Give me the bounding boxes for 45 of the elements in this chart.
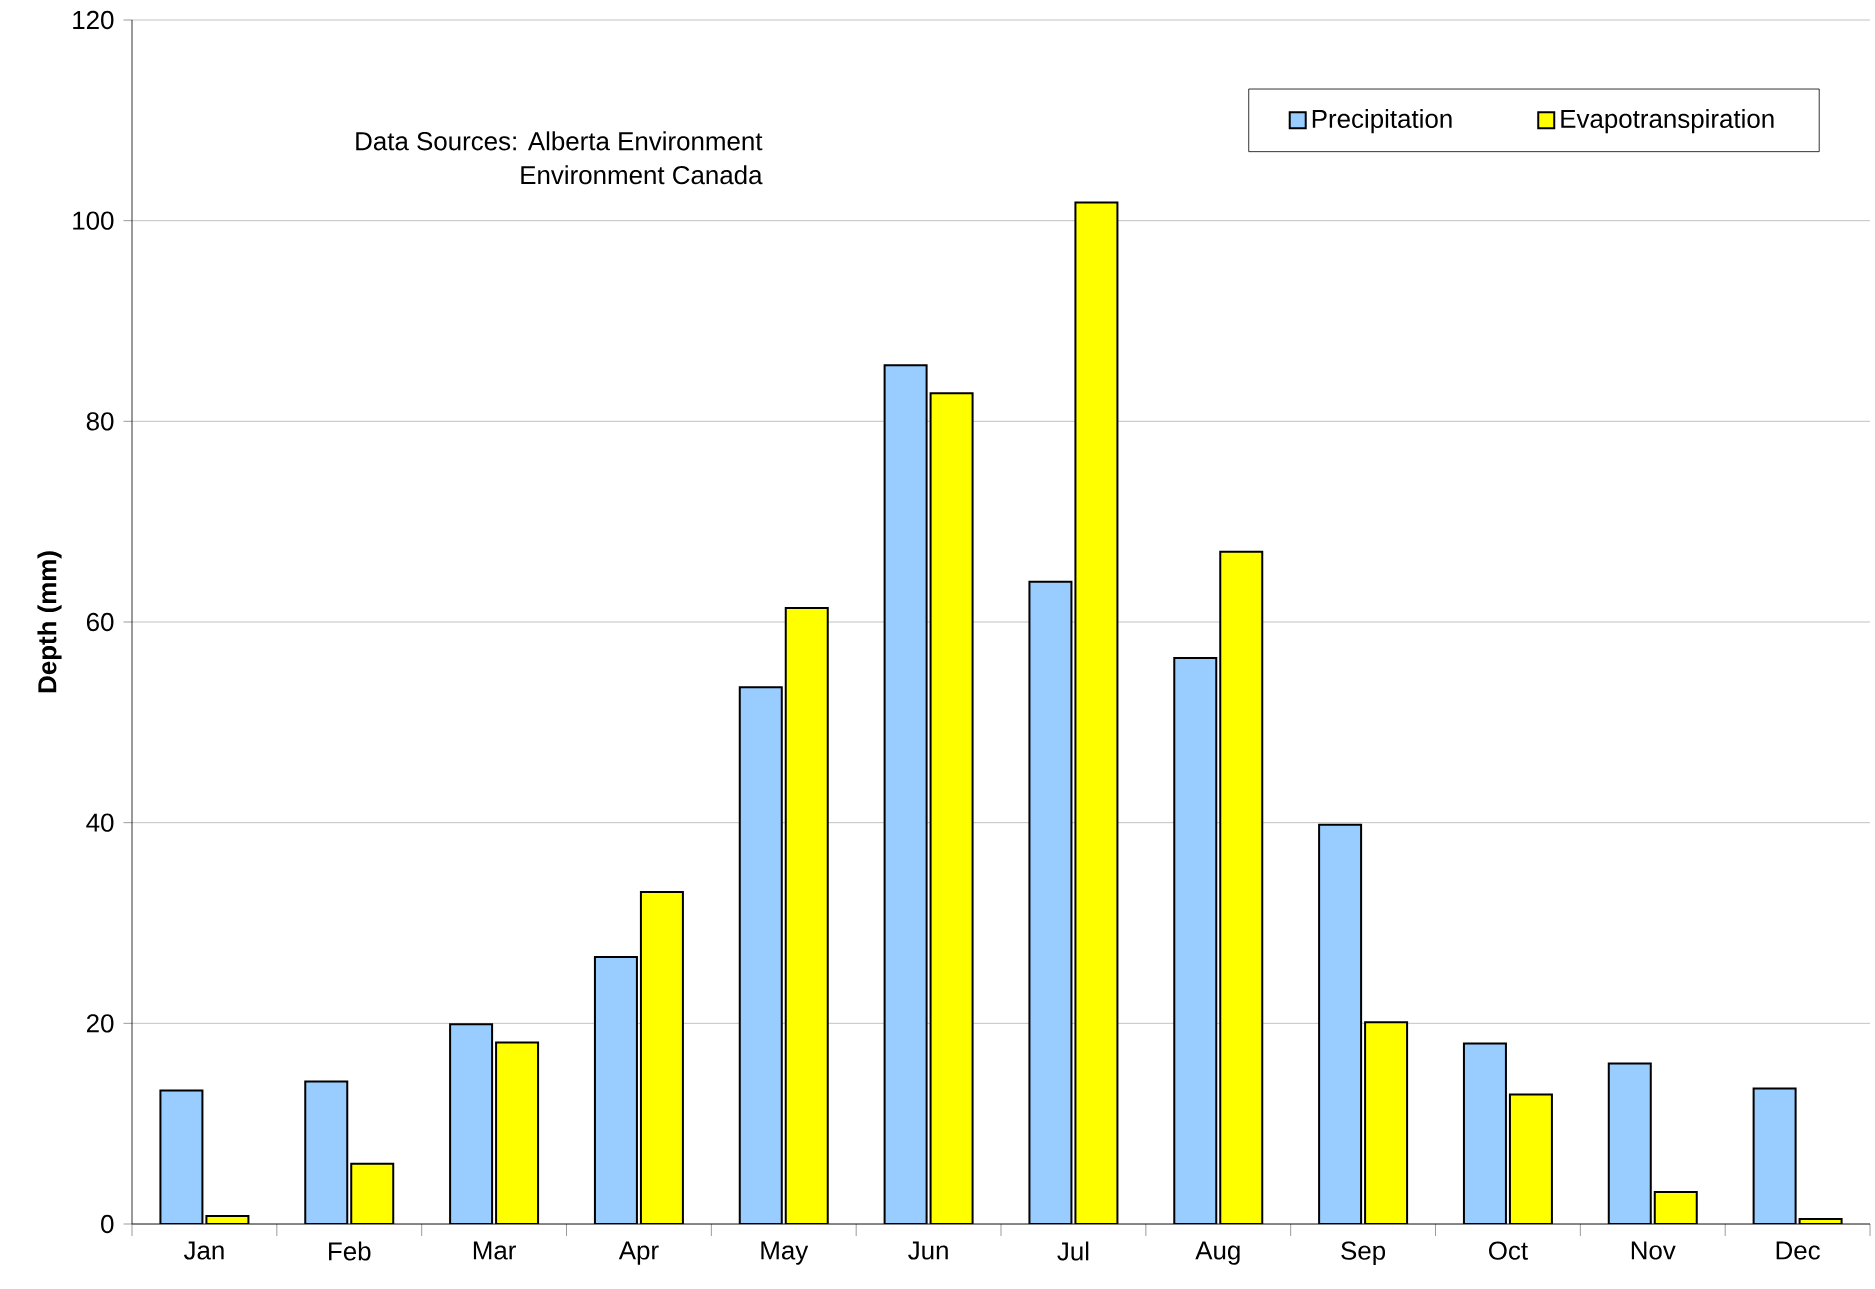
x-tick-label: Jan (183, 1241, 224, 1260)
x-tick-label: Jul (1057, 1241, 1089, 1261)
bar (1462, 1042, 1507, 1224)
x-tick-label: Sep (1341, 1241, 1386, 1265)
x-tick-label: May (761, 1241, 809, 1265)
y-tick-label: 20 (86, 1014, 114, 1033)
bar (738, 686, 783, 1224)
y-axis-title: Depth (mm) (37, 551, 62, 693)
x-tick-label: Mar (473, 1241, 516, 1260)
x-tick-label: Aug (1195, 1241, 1240, 1265)
bar (1173, 657, 1218, 1224)
annotation: Environment Canada (521, 165, 763, 185)
bar (1318, 823, 1363, 1224)
bar (449, 1023, 494, 1224)
bar (1028, 580, 1073, 1224)
bar (159, 1089, 204, 1224)
bar (1752, 1087, 1797, 1224)
y-tick-label: 60 (86, 612, 114, 632)
x-tick-label: Nov (1631, 1241, 1676, 1260)
y-tick-label: 100 (73, 211, 114, 230)
x-tick-label: Jun (908, 1241, 948, 1260)
bar (929, 392, 974, 1224)
bar (784, 606, 829, 1224)
bar (593, 956, 638, 1224)
y-tick-label: 80 (86, 412, 114, 431)
bar (1607, 1062, 1652, 1224)
bar (1074, 201, 1119, 1224)
bar (1364, 1021, 1409, 1224)
x-tick-label: Dec (1776, 1241, 1820, 1260)
bar (304, 1080, 349, 1224)
x-tick-label: Feb (329, 1241, 371, 1261)
bar (1219, 550, 1264, 1224)
x-tick-label: Apr (618, 1241, 659, 1265)
legend-label: Precipitation (1312, 108, 1452, 134)
legend-label: Evapotranspiration (1561, 108, 1774, 134)
y-tick-label: 40 (86, 813, 114, 832)
bar (1508, 1093, 1553, 1224)
bar (350, 1162, 395, 1224)
bar (639, 890, 684, 1224)
x-tick-label: Oct (1489, 1241, 1528, 1260)
y-tick-label: 120 (73, 10, 114, 30)
annotation: Data Sources: Alberta Environment (356, 131, 763, 151)
bar (883, 364, 928, 1224)
bar (495, 1041, 540, 1224)
y-tick-label: 0 (101, 1214, 114, 1234)
